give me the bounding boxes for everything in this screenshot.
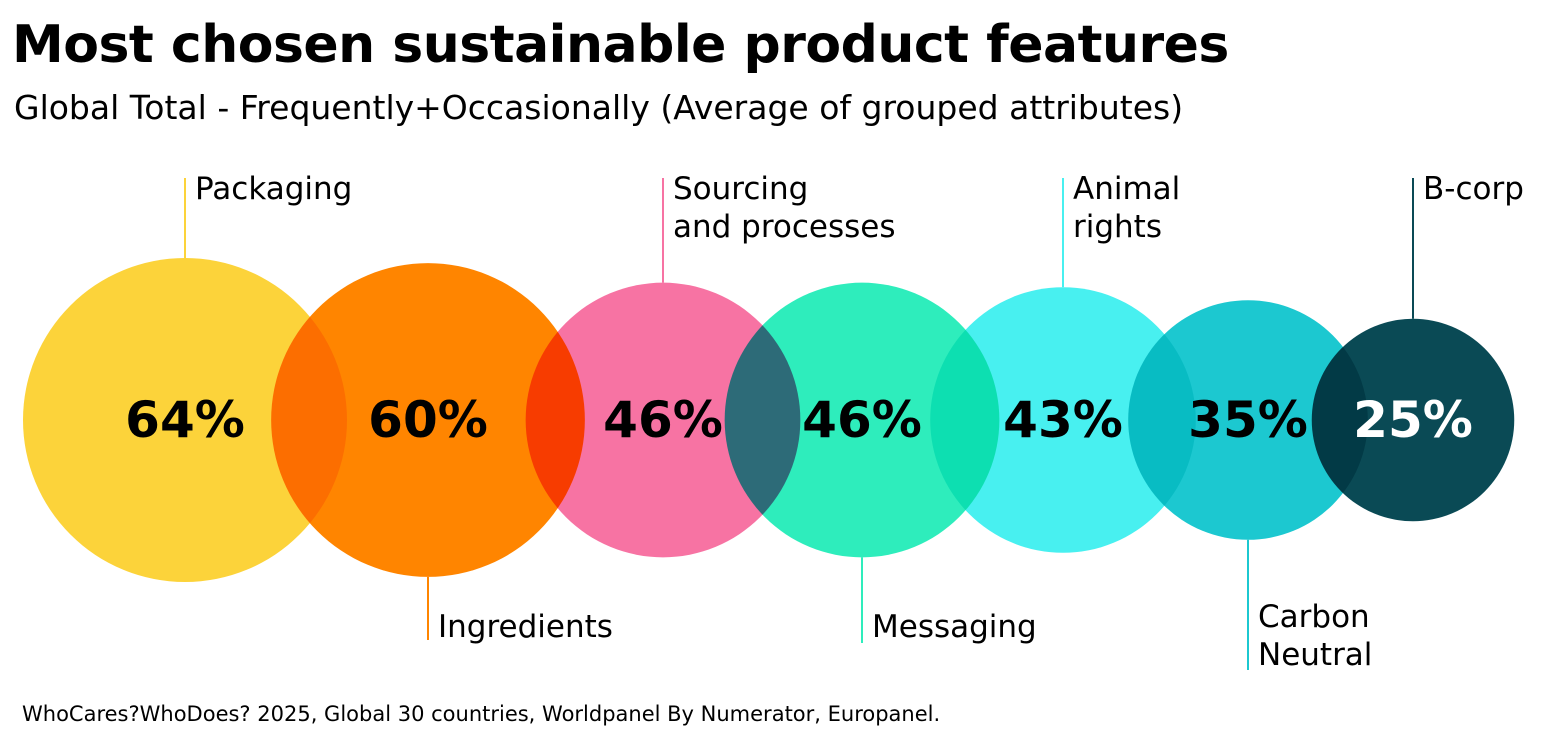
category-label-line: rights — [1073, 209, 1162, 245]
leader-lines-layer — [184, 178, 1414, 670]
value-label-animal-rights: 43% — [1003, 391, 1123, 449]
category-label-animal-rights: Animal rights — [1073, 171, 1180, 245]
category-label-packaging: Packaging — [195, 171, 352, 207]
category-label-line: Sourcing — [673, 171, 808, 207]
category-label-line: Carbon — [1258, 599, 1370, 635]
value-label-b-corp: 25% — [1353, 391, 1473, 449]
category-label-sourcing-and-processes: Sourcing and processes — [673, 171, 896, 245]
value-label-ingredients: 60% — [368, 391, 488, 449]
source-note: WhoCares?WhoDoes? 2025, Global 30 countr… — [22, 702, 941, 726]
bubble-packaging — [23, 258, 347, 582]
bubble-animal-rights — [930, 287, 1196, 553]
category-label-line: Neutral — [1258, 637, 1372, 673]
category-label-carbon-neutral: Carbon Neutral — [1258, 599, 1372, 673]
category-label-line: Packaging — [195, 171, 352, 207]
bubble-messaging — [724, 282, 1000, 558]
category-label-b-corp: B-corp — [1423, 171, 1524, 207]
bubble-b-corp — [1311, 318, 1515, 522]
category-label-messaging: Messaging — [872, 609, 1037, 645]
chart-title: Most chosen sustainable product features — [12, 15, 1229, 75]
category-label-line: B-corp — [1423, 171, 1524, 207]
bubble-carbon-neutral — [1128, 300, 1368, 540]
bubble-sourcing-and-processes — [525, 282, 801, 558]
category-label-line: Ingredients — [438, 609, 613, 645]
category-labels-layer: Packaging Ingredients Sourcing and processe… — [195, 171, 1524, 673]
value-label-sourcing-and-processes: 46% — [603, 391, 723, 449]
value-labels-layer: 64% 60% 46% 46% 43% 35% 25% — [125, 391, 1473, 449]
category-label-ingredients: Ingredients — [438, 609, 613, 645]
value-label-messaging: 46% — [802, 391, 922, 449]
category-label-line: Animal — [1073, 171, 1180, 207]
category-label-line: and processes — [673, 209, 896, 245]
value-label-packaging: 64% — [125, 391, 245, 449]
bubbles-layer — [23, 258, 1515, 582]
chart-subtitle: Global Total - Frequently+Occasionally (… — [14, 88, 1184, 127]
category-label-line: Messaging — [872, 609, 1037, 645]
bubble-ingredients — [271, 263, 585, 577]
value-label-carbon-neutral: 35% — [1188, 391, 1308, 449]
